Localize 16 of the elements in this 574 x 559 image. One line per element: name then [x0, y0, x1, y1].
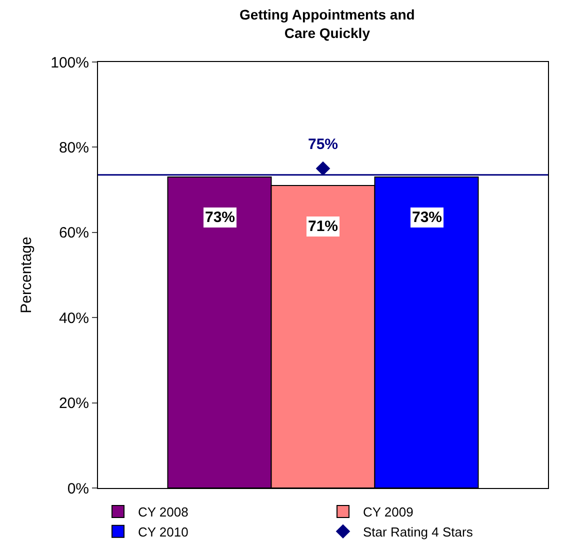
y-tick-label: 100%	[50, 54, 89, 72]
legend-label: Star Rating 4 Stars	[363, 524, 474, 540]
chart-title: Getting Appointments and Care Quickly	[240, 6, 415, 41]
y-tick-label: 60%	[58, 224, 89, 242]
data-label: 75%	[308, 136, 338, 153]
legend-label: CY 2010	[138, 524, 188, 540]
y-tick-label: 0%	[67, 480, 89, 498]
y-axis-title: Percentage	[18, 236, 35, 314]
data-label: 73%	[205, 209, 236, 226]
y-tick-label: 80%	[58, 139, 89, 156]
legend-label: CY 2008	[138, 504, 188, 520]
y-tick-label: 20%	[58, 395, 89, 412]
legend-label: CY 2009	[363, 504, 414, 520]
y-tick-label: 40%	[58, 310, 89, 327]
data-label: 71%	[308, 218, 338, 235]
data-label: 73%	[412, 209, 442, 226]
